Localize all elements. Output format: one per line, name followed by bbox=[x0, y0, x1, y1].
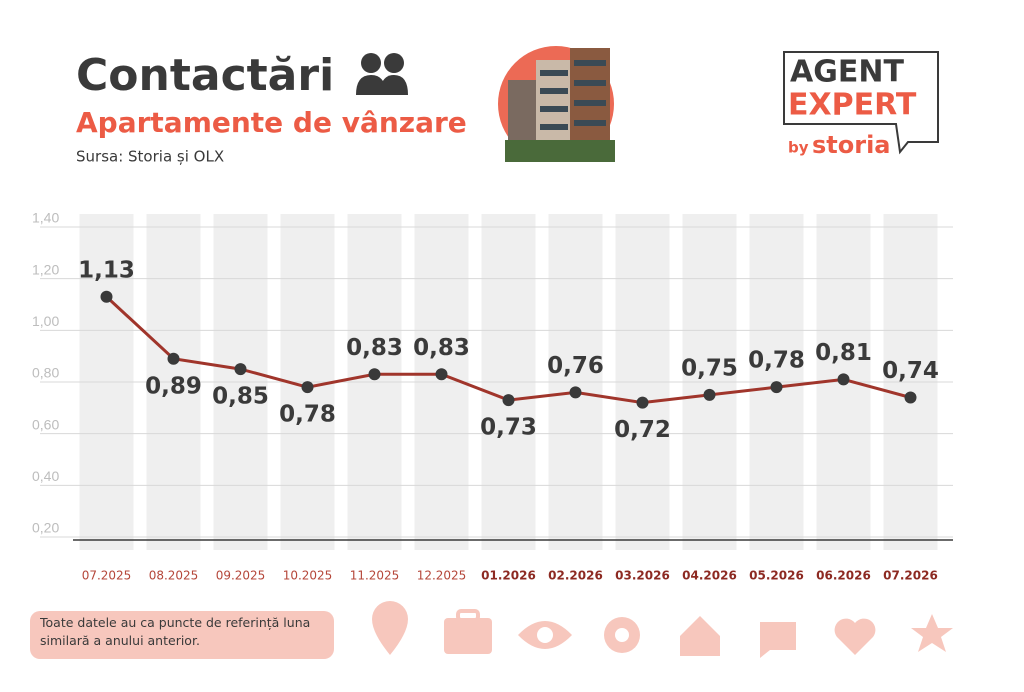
y-tick-label: 1,40 bbox=[32, 210, 59, 226]
data-label: 0,78 bbox=[748, 348, 805, 374]
data-label: 0,73 bbox=[480, 415, 537, 441]
logo-line1: AGENT bbox=[790, 55, 904, 90]
x-tick-label: 09.2025 bbox=[216, 569, 266, 583]
x-tick-label: 03.2026 bbox=[615, 569, 670, 583]
data-point bbox=[100, 290, 113, 303]
data-point bbox=[703, 388, 716, 401]
chart-subtitle: Apartamente de vânzare bbox=[76, 106, 467, 139]
data-point bbox=[368, 368, 381, 381]
logo-line2: EXPERT bbox=[788, 88, 917, 123]
y-tick-label: 1,20 bbox=[32, 261, 59, 277]
logo-brand: storia bbox=[812, 131, 891, 159]
data-label: 0,74 bbox=[882, 358, 939, 384]
data-point bbox=[234, 363, 247, 376]
x-tick-label: 08.2025 bbox=[149, 569, 199, 583]
x-tick-label: 11.2025 bbox=[350, 569, 400, 583]
x-tick-label: 05.2026 bbox=[749, 569, 804, 583]
data-point bbox=[770, 381, 783, 394]
logo-by: by bbox=[788, 139, 809, 157]
data-label: 0,85 bbox=[212, 384, 269, 410]
data-label: 0,72 bbox=[614, 417, 671, 443]
data-label: 0,89 bbox=[145, 373, 202, 399]
note-box bbox=[30, 611, 334, 659]
data-label: 0,78 bbox=[279, 402, 336, 428]
x-tick-label: 07.2026 bbox=[883, 569, 938, 583]
x-tick-label: 10.2025 bbox=[283, 569, 333, 583]
x-tick-label: 04.2026 bbox=[682, 569, 737, 583]
y-tick-label: 0,40 bbox=[32, 468, 59, 484]
source: Sursa: Storia și OLX bbox=[76, 148, 224, 166]
data-point bbox=[502, 394, 515, 407]
note: Toate datele au ca puncte de referință l… bbox=[40, 615, 311, 648]
plot: 0,20 0,40 0,60 0,80 1,00 1,20 1,40 07.2025 08.20… bbox=[32, 210, 953, 583]
y-tick-label: 0,60 bbox=[32, 416, 59, 432]
data-label: 0,75 bbox=[681, 355, 738, 381]
decor-icons bbox=[372, 601, 953, 658]
people-icon bbox=[356, 53, 408, 95]
chart-title: Contactări bbox=[76, 50, 334, 101]
x-tick-label: 06.2026 bbox=[816, 569, 871, 583]
y-tick-label: 0,20 bbox=[32, 520, 59, 536]
data-label: 0,83 bbox=[346, 335, 403, 361]
x-tick-label: 01.2026 bbox=[481, 569, 536, 583]
logo: AGENT EXPERT by storia bbox=[783, 51, 939, 159]
data-point bbox=[167, 352, 180, 365]
data-label: 1,13 bbox=[78, 257, 135, 283]
data-point bbox=[837, 373, 850, 386]
data-point bbox=[435, 368, 448, 381]
data-point bbox=[569, 386, 582, 399]
y-tick-label: 0,80 bbox=[32, 365, 59, 381]
building-image bbox=[498, 46, 615, 162]
data-point bbox=[904, 391, 917, 404]
data-point bbox=[301, 381, 314, 394]
y-tick-label: 1,00 bbox=[32, 313, 59, 329]
data-label: 0,76 bbox=[547, 353, 604, 379]
note-container: Toate datele au ca puncte de referință l… bbox=[40, 615, 311, 648]
data-label: 0,81 bbox=[815, 340, 872, 366]
data-point bbox=[636, 396, 649, 409]
x-tick-label: 02.2026 bbox=[548, 569, 603, 583]
x-tick-label: 07.2025 bbox=[82, 569, 132, 583]
data-label: 0,83 bbox=[413, 335, 470, 361]
x-tick-label: 12.2025 bbox=[417, 569, 467, 583]
